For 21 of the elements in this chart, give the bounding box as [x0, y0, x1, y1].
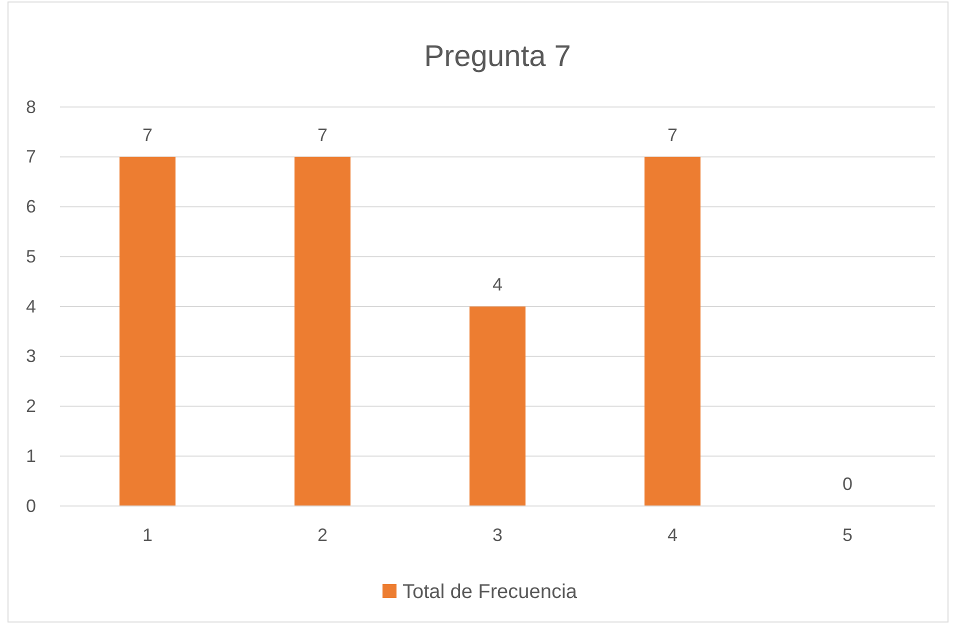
data-label: 7: [142, 124, 153, 145]
y-tick-label: 8: [26, 96, 36, 117]
data-label: 0: [842, 474, 853, 494]
data-label: 7: [667, 124, 678, 145]
y-tick-label: 2: [26, 396, 36, 416]
x-tick-label: 2: [317, 524, 328, 545]
x-tick-label: 3: [492, 524, 503, 545]
y-tick-label: 1: [26, 446, 36, 466]
y-tick-label: 3: [26, 346, 36, 366]
data-label: 4: [492, 274, 503, 294]
x-tick-label: 4: [667, 524, 678, 545]
y-tick-label: 5: [26, 246, 36, 266]
x-tick-label: 5: [842, 524, 853, 545]
chart-title: Pregunta 7: [424, 40, 571, 73]
data-label: 7: [317, 124, 328, 145]
y-tick-label: 4: [26, 296, 36, 316]
x-tick-label: 1: [142, 524, 153, 545]
y-tick-label: 7: [26, 146, 36, 167]
y-tick-label: 6: [26, 196, 36, 217]
legend-label: Total de Frecuencia: [402, 581, 578, 603]
y-tick-label: 0: [26, 496, 36, 516]
